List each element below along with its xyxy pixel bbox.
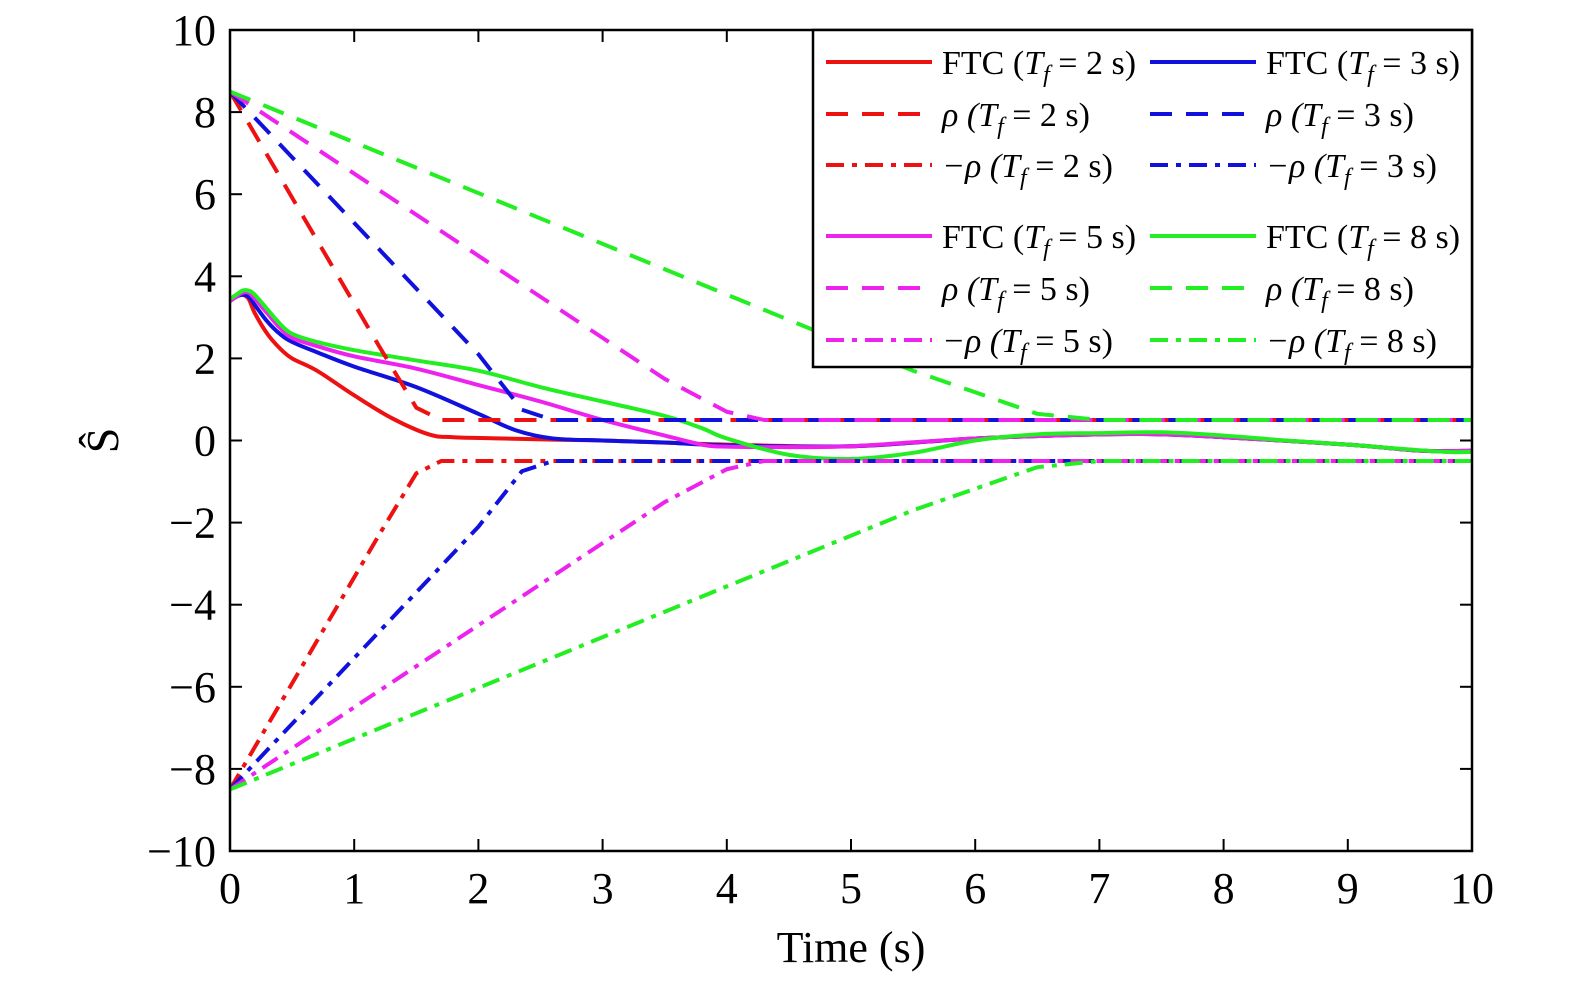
y-tick-label: −8 <box>169 745 216 794</box>
legend-label: −ρ (Tf = 8 s) <box>1266 323 1437 366</box>
legend-box <box>811 28 1474 369</box>
legend-label: ρ (Tf = 8 s) <box>1265 271 1414 314</box>
x-axis-label: Time (s) <box>777 923 926 972</box>
x-tick-label: 6 <box>964 864 986 913</box>
series-line-9 <box>230 459 1472 791</box>
legend-label: FTC (Tf = 2 s) <box>942 45 1136 88</box>
x-tick-label: 0 <box>219 864 241 913</box>
x-tick-label: 7 <box>1088 864 1110 913</box>
x-tick-label: 4 <box>716 864 738 913</box>
series-line-4 <box>230 288 1472 462</box>
series-line-10 <box>230 459 1472 791</box>
x-tick-label: 1 <box>343 864 365 913</box>
y-tick-label: 2 <box>194 334 216 383</box>
x-tick-label: 9 <box>1337 864 1359 913</box>
y-tick-label: 8 <box>194 88 216 137</box>
y-tick-label: −2 <box>169 499 216 548</box>
x-tick-label: 10 <box>1450 864 1494 913</box>
legend-label: FTC (Tf = 3 s) <box>1266 45 1460 88</box>
y-tick-label: −4 <box>169 581 216 630</box>
legend-label: ρ (Tf = 2 s) <box>941 97 1090 140</box>
y-tick-label: 6 <box>194 170 216 219</box>
y-axis-label: Ŝ <box>77 428 128 454</box>
legend-label: −ρ (Tf = 5 s) <box>942 323 1113 366</box>
x-tick-label: 8 <box>1213 864 1235 913</box>
series-line-12 <box>230 459 1472 792</box>
y-tick-label: 0 <box>194 417 216 466</box>
legend: FTC (Tf = 2 s) FTC (Tf = 3 s) ρ (Tf = 2 s)… <box>811 28 1474 369</box>
series-line-11 <box>230 459 1472 792</box>
x-tick-label: 3 <box>592 864 614 913</box>
legend-label: ρ (Tf = 3 s) <box>1265 97 1414 140</box>
axes-layer: 0 1 2 3 4 5 6 7 8 9 10 10 8 6 4 2 0 −2 −4 −6 −8 −10 <box>147 6 1494 913</box>
y-tick-label: −10 <box>147 827 216 876</box>
y-tick-label: 10 <box>172 6 216 55</box>
y-tick-label: 4 <box>194 252 216 301</box>
legend-label: ρ (Tf = 5 s) <box>941 271 1090 314</box>
legend-label: −ρ (Tf = 3 s) <box>1266 148 1437 191</box>
legend-label: −ρ (Tf = 2 s) <box>942 148 1113 191</box>
legend-label: FTC (Tf = 8 s) <box>1266 219 1460 262</box>
y-tick-label: −6 <box>169 663 216 712</box>
legend-label: FTC (Tf = 5 s) <box>942 219 1136 262</box>
x-tick-label: 2 <box>467 864 489 913</box>
series-layer <box>230 89 1472 792</box>
x-tick-label: 5 <box>840 864 862 913</box>
